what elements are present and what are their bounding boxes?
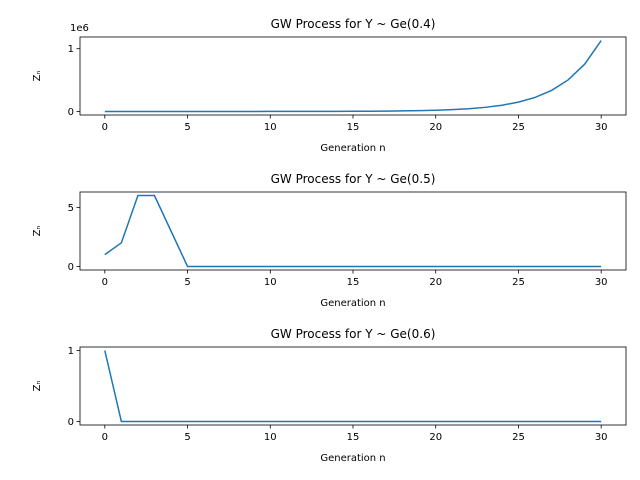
x-tick-label: 10 (264, 122, 277, 133)
y-tick-label: 1 (68, 44, 74, 55)
x-axis-label: Generation n (320, 453, 385, 464)
axes-frame (79, 346, 627, 426)
x-tick-label: 25 (512, 122, 525, 133)
y-axis-label: Zₙ (32, 381, 43, 392)
x-tick-label: 10 (264, 432, 277, 443)
x-tick-label: 15 (347, 432, 360, 443)
x-tick-label: 30 (595, 122, 608, 133)
x-tick-label: 15 (347, 122, 360, 133)
y-axis-label: Zₙ (32, 226, 43, 237)
y-tick-label: 5 (68, 203, 74, 214)
y-tick-label: 0 (68, 417, 74, 428)
y-axis-label: Zₙ (32, 71, 43, 82)
data-line (104, 40, 602, 113)
y-tick-label: 0 (68, 262, 74, 273)
x-tick-label: 5 (184, 277, 190, 288)
y-offset-label: 1e6 (70, 23, 89, 34)
x-tick-label: 25 (512, 432, 525, 443)
subplot-title: GW Process for Y ~ Ge(0.4) (271, 17, 436, 31)
subplot-title: GW Process for Y ~ Ge(0.5) (271, 172, 436, 186)
axes-frame (79, 191, 627, 271)
subplot-title: GW Process for Y ~ Ge(0.6) (271, 327, 436, 341)
x-tick-label: 0 (102, 432, 108, 443)
y-tick-label: 0 (68, 107, 74, 118)
x-axis-label: Generation n (320, 143, 385, 154)
x-tick-label: 10 (264, 277, 277, 288)
x-tick-label: 30 (595, 432, 608, 443)
data-line (104, 350, 602, 423)
x-tick-label: 0 (102, 122, 108, 133)
x-tick-label: 25 (512, 277, 525, 288)
x-tick-label: 20 (429, 277, 442, 288)
x-tick-label: 0 (102, 277, 108, 288)
x-tick-label: 5 (184, 432, 190, 443)
x-tick-label: 5 (184, 122, 190, 133)
data-line (104, 194, 602, 268)
x-tick-label: 30 (595, 277, 608, 288)
axes-frame (79, 36, 627, 116)
y-tick-label: 1 (68, 346, 74, 357)
x-tick-label: 20 (429, 122, 442, 133)
x-tick-label: 20 (429, 432, 442, 443)
x-tick-label: 15 (347, 277, 360, 288)
x-axis-label: Generation n (320, 298, 385, 309)
